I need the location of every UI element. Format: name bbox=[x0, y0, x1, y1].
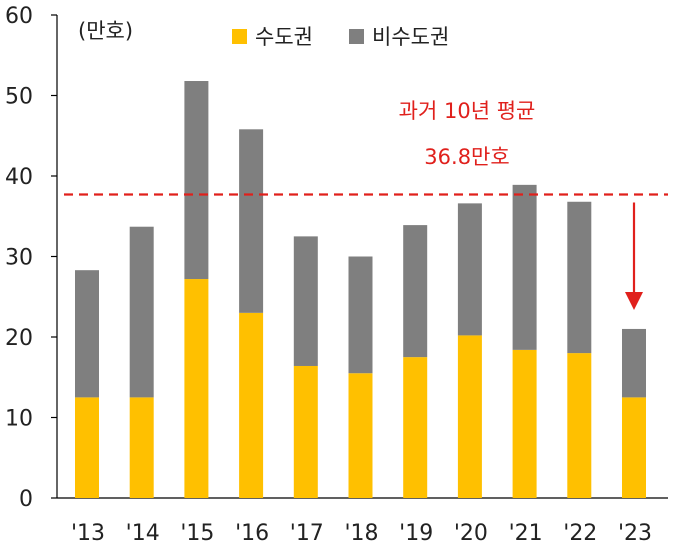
bar-sudogwon bbox=[75, 397, 99, 498]
y-tick-label: 0 bbox=[19, 487, 33, 512]
y-tick-label: 60 bbox=[5, 4, 33, 29]
axes: 0 10 20 30 40 50 60 '13 '14 '15 '16 '17 '18 '19 '20 '21… bbox=[5, 4, 668, 546]
x-tick-label: '20 bbox=[454, 521, 488, 546]
decline-arrow-head bbox=[625, 292, 643, 310]
annotation: 과거 10년 평균 36.8만호 bbox=[399, 99, 536, 169]
x-tick-label: '13 bbox=[71, 521, 105, 546]
bar-bisudogwon bbox=[293, 236, 318, 366]
bar-bisudogwon bbox=[75, 270, 99, 398]
x-tick-label: '18 bbox=[344, 521, 378, 546]
unit-label: (만호) bbox=[78, 19, 133, 43]
y-tick-label: 40 bbox=[5, 165, 33, 190]
x-tick-label: '15 bbox=[180, 521, 214, 546]
bar-sudogwon bbox=[567, 353, 592, 498]
legend-label-sudogwon: 수도권 bbox=[255, 25, 313, 49]
bar-sudogwon bbox=[239, 312, 264, 498]
bar-bisudogwon bbox=[567, 201, 592, 354]
bar-bisudogwon bbox=[512, 184, 537, 350]
legend-swatch-bisudogwon bbox=[349, 29, 364, 44]
bar-sudogwon bbox=[293, 365, 318, 498]
legend-swatch-sudogwon bbox=[232, 29, 247, 44]
x-tick-label: '23 bbox=[618, 521, 652, 546]
bar-bisudogwon bbox=[348, 256, 373, 374]
x-tick-label: '14 bbox=[126, 521, 160, 546]
bar-sudogwon bbox=[129, 397, 154, 498]
bars bbox=[75, 81, 646, 498]
annotation-line1: 과거 10년 평균 bbox=[399, 99, 536, 123]
bar-bisudogwon bbox=[457, 203, 482, 336]
x-tick-label: '21 bbox=[509, 521, 543, 546]
bar-bisudogwon bbox=[129, 226, 154, 398]
bar-bisudogwon bbox=[239, 129, 264, 313]
bar-sudogwon bbox=[403, 357, 428, 498]
bar-sudogwon bbox=[348, 373, 373, 498]
x-tick-label: '19 bbox=[399, 521, 433, 546]
x-tick-label: '17 bbox=[290, 521, 324, 546]
y-tick-label: 50 bbox=[5, 85, 33, 110]
y-tick-label: 30 bbox=[5, 246, 33, 271]
bar-bisudogwon bbox=[622, 328, 646, 398]
x-tick-label: '22 bbox=[563, 521, 597, 546]
y-tick-label: 20 bbox=[5, 326, 33, 351]
bar-sudogwon bbox=[457, 335, 482, 498]
bar-bisudogwon bbox=[184, 81, 209, 280]
bar-bisudogwon bbox=[403, 225, 428, 358]
reference-line-group bbox=[64, 193, 668, 310]
bar-sudogwon bbox=[184, 279, 209, 498]
legend-label-bisudogwon: 비수도권 bbox=[372, 25, 449, 49]
x-tick-label: '16 bbox=[235, 521, 269, 546]
bar-sudogwon bbox=[622, 397, 646, 498]
annotation-line2: 36.8만호 bbox=[424, 145, 509, 169]
legend: 수도권 비수도권 bbox=[232, 25, 449, 49]
bar-sudogwon bbox=[512, 349, 537, 498]
y-tick-label: 10 bbox=[5, 407, 33, 432]
